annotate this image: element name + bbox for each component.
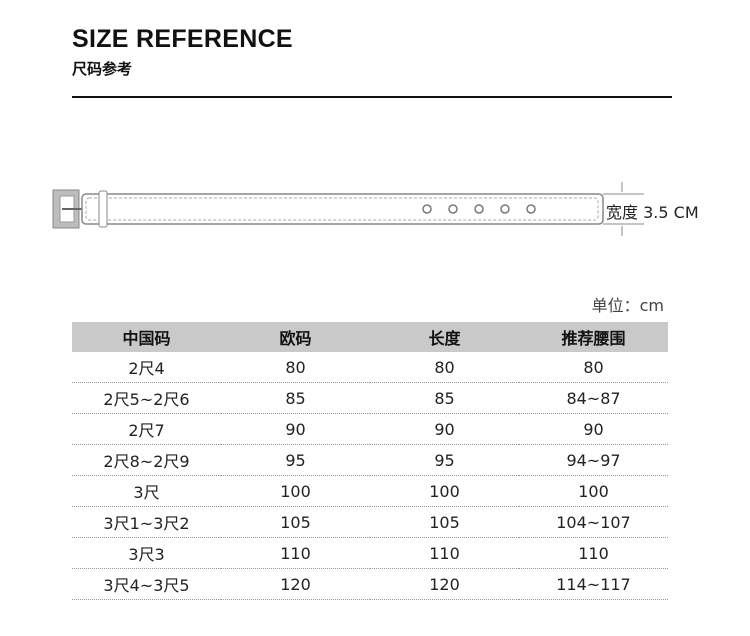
- table-cell: 100: [221, 475, 370, 507]
- table-cell: 120: [221, 568, 370, 600]
- divider: [72, 96, 672, 98]
- size-table: 中国码 欧码 长度 推荐腰围 2尺4 80 80 80 2尺5~2尺6 85 85 84~87 2尺7…: [72, 322, 668, 600]
- table-row: 2尺4 80 80 80: [72, 352, 668, 383]
- belt-keeper: [98, 190, 108, 228]
- table-cell: 3尺1~3尺2: [72, 506, 221, 538]
- unit-label: 单位：cm: [591, 296, 664, 315]
- column-header: 长度: [370, 322, 519, 352]
- table-cell: 2尺4: [72, 352, 221, 383]
- table-cell: 80: [519, 352, 668, 383]
- belt-strap: [81, 193, 604, 225]
- table-cell: 2尺7: [72, 413, 221, 445]
- width-dimension-marker: [603, 182, 644, 236]
- table-row: 3尺3 110 110 110: [72, 537, 668, 569]
- table-cell: 3尺: [72, 475, 221, 507]
- table-cell: 100: [370, 475, 519, 507]
- table-row: 2尺5~2尺6 85 85 84~87: [72, 382, 668, 414]
- table-row: 3尺1~3尺2 105 105 104~107: [72, 506, 668, 538]
- buckle-icon: [52, 189, 90, 229]
- table-cell: 80: [221, 352, 370, 383]
- column-header: 中国码: [72, 322, 221, 352]
- table-cell: 84~87: [519, 382, 668, 414]
- table-cell: 85: [221, 382, 370, 414]
- table-row: 2尺8~2尺9 95 95 94~97: [72, 444, 668, 476]
- table-cell: 110: [519, 537, 668, 569]
- table-cell: 95: [221, 444, 370, 476]
- table-cell: 2尺8~2尺9: [72, 444, 221, 476]
- table-cell: 104~107: [519, 506, 668, 538]
- table-cell: 110: [221, 537, 370, 569]
- table-cell: 114~117: [519, 568, 668, 600]
- table-row: 3尺 100 100 100: [72, 475, 668, 507]
- table-cell: 120: [370, 568, 519, 600]
- table-cell: 2尺5~2尺6: [72, 382, 221, 414]
- belt-width-label: 宽度 3.5 CM: [606, 203, 699, 222]
- table-cell: 100: [519, 475, 668, 507]
- table-cell: 105: [221, 506, 370, 538]
- column-header: 欧码: [221, 322, 370, 352]
- table-cell: 80: [370, 352, 519, 383]
- page-subtitle: 尺码参考: [72, 60, 133, 78]
- table-row: 2尺7 90 90 90: [72, 413, 668, 445]
- table-cell: 105: [370, 506, 519, 538]
- table-cell: 90: [221, 413, 370, 445]
- table-cell: 85: [370, 382, 519, 414]
- table-cell: 90: [370, 413, 519, 445]
- table-cell: 3尺3: [72, 537, 221, 569]
- column-header: 推荐腰围: [519, 322, 668, 352]
- page-title: SIZE REFERENCE: [72, 25, 293, 53]
- belt-illustration: [52, 182, 644, 236]
- table-cell: 94~97: [519, 444, 668, 476]
- table-row: 3尺4~3尺5 120 120 114~117: [72, 568, 668, 600]
- belt-holes: [422, 204, 536, 214]
- table-cell: 110: [370, 537, 519, 569]
- table-header-row: 中国码 欧码 长度 推荐腰围: [72, 322, 668, 352]
- table-cell: 90: [519, 413, 668, 445]
- table-cell: 95: [370, 444, 519, 476]
- table-cell: 3尺4~3尺5: [72, 568, 221, 600]
